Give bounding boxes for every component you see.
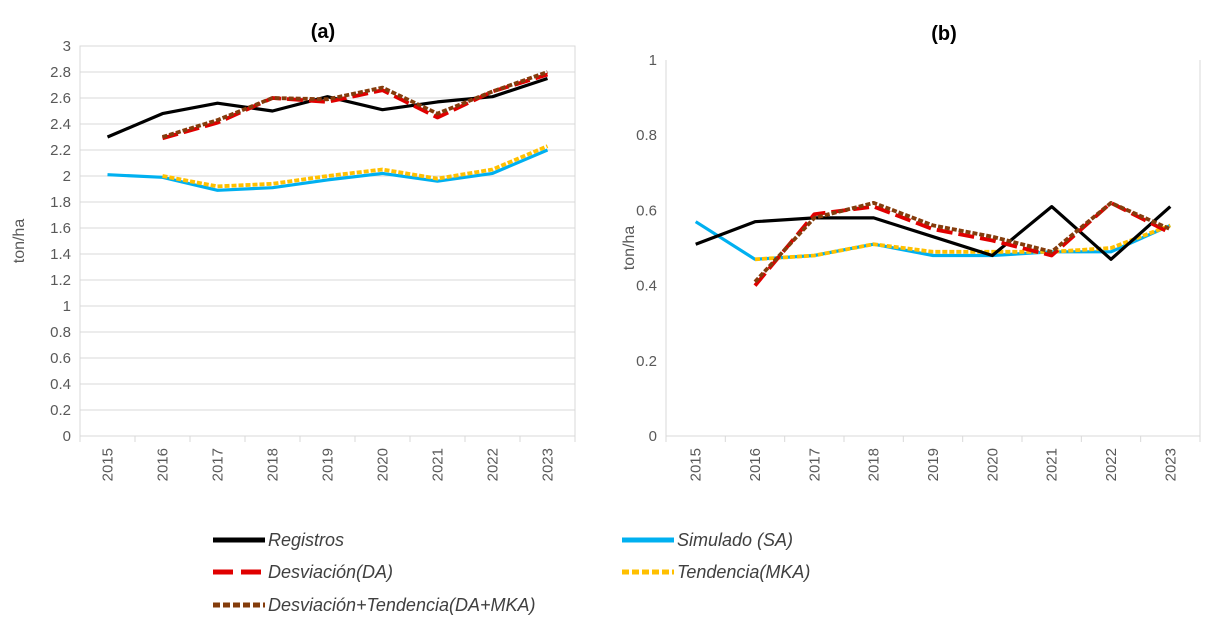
- y-tick-label: 0.6: [636, 202, 657, 219]
- series-line-registros: [106, 76, 549, 139]
- y-tick-label: 1: [63, 298, 71, 315]
- x-tick-label: 2021: [430, 448, 447, 481]
- x-tick-label: 2022: [1103, 448, 1120, 481]
- y-tick-label: 2.8: [50, 64, 71, 81]
- chart-title: (b): [931, 23, 957, 45]
- y-axis-label: ton/ha: [11, 219, 28, 264]
- series-line-desv_tend: [753, 200, 1172, 284]
- legend-item-tendencia: Tendencia(MKA): [622, 562, 810, 582]
- chart-panel-a: (a) 0 0.2 0.4 0.6 0.8 1 1.2 1.4 1.6 1.8 2 2.2 2.4 2.6 2…: [11, 21, 576, 481]
- legend-item-desviacion: Desviación(DA): [213, 562, 393, 582]
- legend-label: Desviación(DA): [268, 562, 393, 582]
- x-tick-label: 2023: [540, 448, 557, 481]
- y-tick-label: 0.8: [636, 127, 657, 144]
- x-tick-label: 2020: [375, 448, 392, 481]
- legend-label: Tendencia(MKA): [677, 562, 810, 582]
- y-tick-label: 0.2: [50, 402, 71, 419]
- x-tick-label: 2021: [1044, 448, 1061, 481]
- legend-label: Simulado (SA): [677, 530, 793, 550]
- chart-title: (a): [311, 21, 335, 43]
- y-tick-label: 3: [63, 38, 71, 55]
- series-line-simulado: [107, 148, 549, 192]
- y-tick-label: 1.6: [50, 220, 71, 237]
- y-tick-label: 0: [63, 428, 71, 445]
- y-tick-label: 2.4: [50, 116, 71, 133]
- x-tick-label: 2015: [100, 448, 117, 481]
- y-tick-label: 1.8: [50, 194, 71, 211]
- series-line-tendencia: [162, 144, 549, 189]
- legend: Registros Simulado (SA) Desviación(DA) Tend…: [213, 530, 810, 615]
- x-tick-label: 2016: [747, 448, 764, 481]
- series-line-registros: [695, 205, 1172, 261]
- y-tick-label: 2: [63, 168, 71, 185]
- legend-label: Desviación+Tendencia(DA+MKA): [268, 595, 535, 615]
- y-tick-label: 1: [649, 52, 657, 69]
- x-tick-label: 2018: [265, 448, 282, 481]
- x-tick-label: 2019: [320, 448, 337, 481]
- y-tick-label: 1.2: [50, 272, 71, 289]
- x-tick-label: 2022: [485, 448, 502, 481]
- y-tick-label: 0.2: [636, 353, 657, 370]
- x-tick-label: 2019: [925, 448, 942, 481]
- legend-label: Registros: [268, 530, 344, 550]
- y-tick-label: 0.8: [50, 324, 71, 341]
- series-line-desviacion: [753, 200, 1172, 287]
- legend-item-desv_tend: Desviación+Tendencia(DA+MKA): [213, 595, 535, 615]
- x-tick-label: 2018: [866, 448, 883, 481]
- x-tick-label: 2017: [210, 448, 227, 481]
- y-tick-label: 0.4: [50, 376, 71, 393]
- legend-item-simulado: Simulado (SA): [622, 530, 793, 550]
- y-tick-label: 0.6: [50, 350, 71, 367]
- series-line-desviacion: [161, 72, 549, 141]
- x-tick-label: 2017: [806, 448, 823, 481]
- x-tick-label: 2023: [1162, 448, 1179, 481]
- y-tick-label: 0: [649, 428, 657, 445]
- plot-area-border: [79, 45, 576, 437]
- y-tick-label: 0.4: [636, 278, 657, 295]
- y-tick-label: 2.2: [50, 142, 71, 159]
- x-tick-label: 2016: [155, 448, 172, 481]
- chart-panel-b: (b) 0 0.2 0.4 0.6 0.8 1 2015 2016 2017 2018 2019 202…: [621, 23, 1201, 481]
- x-tick-label: 2015: [688, 448, 705, 481]
- series-line-desv_tend: [161, 70, 549, 139]
- x-tick-label: 2020: [984, 448, 1001, 481]
- y-tick-label: 1.4: [50, 246, 71, 263]
- y-axis-label: ton/ha: [621, 226, 638, 271]
- legend-item-registros: Registros: [213, 530, 344, 550]
- y-tick-label: 2.6: [50, 90, 71, 107]
